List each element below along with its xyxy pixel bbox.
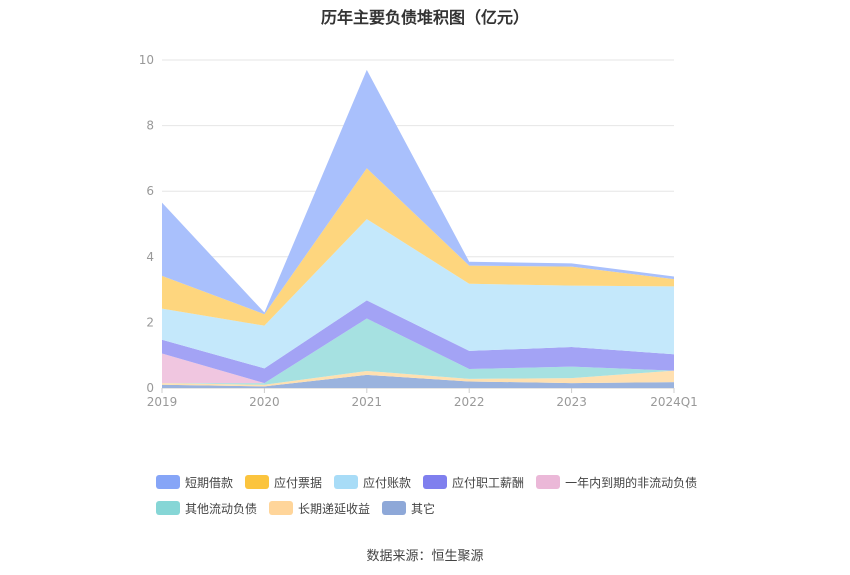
legend-item[interactable]: 其他流动负债 xyxy=(156,500,257,517)
legend-item[interactable]: 一年内到期的非流动负债 xyxy=(536,474,697,491)
legend-label: 一年内到期的非流动负债 xyxy=(565,475,698,490)
area-series xyxy=(162,318,674,384)
x-tick-label: 2023 xyxy=(556,395,587,409)
area-series xyxy=(162,318,674,385)
stacked-area-chart: 0 2 4 6 8 10 2019 2020 2021 2022 2023 2024Q1 xyxy=(139,53,698,409)
x-tick-label: 2020 xyxy=(249,395,280,409)
legend-swatch xyxy=(382,501,407,515)
x-tick-label: 2024Q1 xyxy=(650,395,698,409)
area-series xyxy=(162,300,674,384)
legend-label: 短期借款 xyxy=(185,475,234,490)
legend-row: 其他流动负债 长期递延收益 其它 xyxy=(156,497,756,519)
x-tick-label: 2019 xyxy=(147,395,178,409)
y-tick-label: 4 xyxy=(146,250,154,264)
data-source: 数据来源：恒生聚源 xyxy=(366,549,484,564)
legend-label: 应付票据 xyxy=(274,475,323,490)
legend-swatch xyxy=(269,501,294,515)
area-series xyxy=(162,374,674,388)
legend-label: 长期递延收益 xyxy=(298,501,371,516)
legend: 短期借款 应付票据 应付账款 应付职工薪酬 一年内到期的非流动负债 其他流动负债 长期递延… xyxy=(156,471,756,523)
legend-item[interactable]: 短期借款 xyxy=(156,474,233,491)
legend-item[interactable]: 应付账款 xyxy=(334,474,411,491)
y-tick-label: 10 xyxy=(139,53,154,67)
x-tick-label: 2021 xyxy=(352,395,383,409)
x-tick-label: 2022 xyxy=(454,395,485,409)
legend-label: 其它 xyxy=(411,501,436,516)
legend-row: 短期借款 应付票据 应付账款 应付职工薪酬 一年内到期的非流动负债 xyxy=(156,471,756,493)
legend-label: 应付账款 xyxy=(363,475,412,490)
legend-label: 其他流动负债 xyxy=(185,501,258,516)
legend-item[interactable]: 长期递延收益 xyxy=(269,500,370,517)
y-tick-label: 6 xyxy=(146,184,154,198)
y-tick-label: 0 xyxy=(146,381,154,395)
legend-item[interactable]: 应付职工薪酬 xyxy=(423,474,524,491)
area-series xyxy=(162,168,674,326)
legend-swatch xyxy=(423,475,448,489)
legend-label: 应付职工薪酬 xyxy=(452,475,525,490)
area-series xyxy=(162,69,674,315)
legend-swatch xyxy=(536,475,561,489)
legend-swatch xyxy=(156,501,180,515)
legend-swatch xyxy=(245,475,270,489)
chart-title: 历年主要负债堆积图（亿元） xyxy=(320,8,529,27)
area-series xyxy=(162,219,674,369)
y-tick-label: 8 xyxy=(146,119,154,133)
area-series xyxy=(162,370,674,387)
y-tick-label: 2 xyxy=(146,315,154,329)
legend-item[interactable]: 应付票据 xyxy=(245,474,322,491)
legend-item[interactable]: 其它 xyxy=(382,500,435,517)
legend-swatch xyxy=(156,475,180,489)
legend-swatch xyxy=(334,475,359,489)
